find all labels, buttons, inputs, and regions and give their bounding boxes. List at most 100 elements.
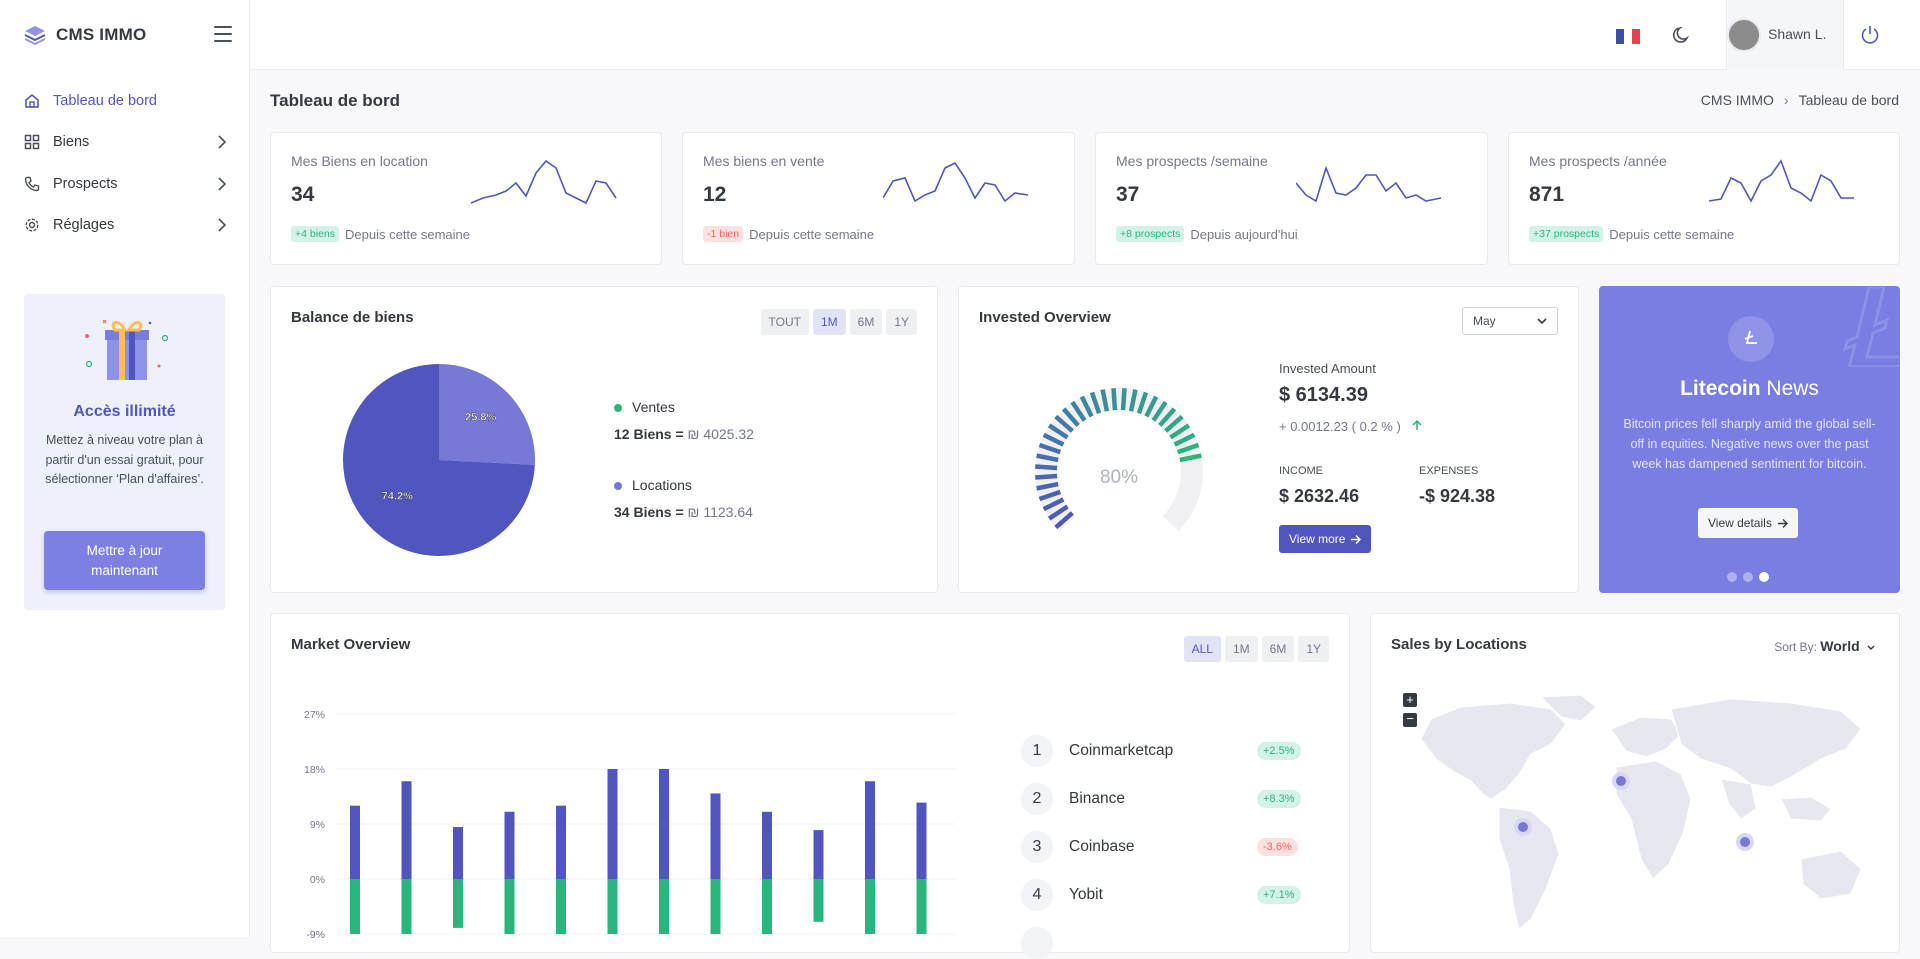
bar[interactable] (607, 769, 618, 879)
brand[interactable]: CMS IMMO (24, 22, 146, 48)
bar[interactable] (865, 781, 875, 879)
bar[interactable] (556, 805, 566, 879)
bar[interactable] (401, 781, 412, 879)
bar[interactable] (350, 805, 360, 879)
bar[interactable] (813, 879, 824, 922)
gift-icon (85, 319, 169, 380)
carousel-dot-active[interactable] (1759, 572, 1769, 582)
stat-value: 34 (291, 183, 315, 206)
legend-count: 34 Biens = (614, 504, 684, 520)
french-flag-icon[interactable] (1616, 29, 1640, 44)
bar[interactable] (916, 802, 927, 879)
gauge-tick (1158, 407, 1177, 427)
pie-slice[interactable] (439, 364, 535, 465)
sparkline-chart (883, 161, 1029, 203)
card-title: Balance de biens (291, 309, 414, 326)
month-select[interactable]: May (1462, 307, 1558, 335)
range-1y-button[interactable]: 1Y (886, 309, 917, 335)
bar[interactable] (710, 879, 721, 934)
bar[interactable] (401, 879, 412, 934)
range-6m-button[interactable]: 6M (1261, 636, 1295, 662)
menu-toggle-icon[interactable] (214, 26, 232, 42)
range-6m-button[interactable]: 6M (849, 309, 883, 335)
avatar (1727, 18, 1761, 52)
bar[interactable] (453, 879, 463, 928)
ranking-item[interactable]: 3 Coinbase -3.6% (1021, 831, 1298, 863)
range-tout-button[interactable]: TOUT (760, 309, 809, 335)
stat-value: 871 (1529, 183, 1565, 206)
view-details-button[interactable]: View details (1698, 508, 1798, 538)
view-more-button[interactable]: View more (1279, 525, 1372, 553)
legend-locations-detail: 34 Biens = ₪ 1123.64 (614, 504, 753, 520)
pie-slice[interactable] (343, 364, 535, 556)
bar[interactable] (504, 879, 515, 934)
sales-card: Sales by Locations Sort By: World + − (1370, 613, 1900, 953)
ranking-item[interactable]: 2 Binance +8.3% (1021, 783, 1301, 815)
bar[interactable] (659, 879, 669, 934)
sidebar-item-biens[interactable]: Biens (0, 126, 250, 158)
gauge-tick (1169, 423, 1191, 440)
upgrade-button[interactable]: Mettre à jour maintenant (44, 531, 205, 590)
bar[interactable] (865, 879, 875, 934)
invested-card: Invested Overview May 80% Invested Amoun… (958, 286, 1579, 593)
ranking-item[interactable] (1021, 927, 1053, 959)
sidebar-item-label: Biens (53, 134, 90, 150)
gauge-tick (1176, 442, 1200, 455)
stat-label: Mes prospects /semaine (1116, 153, 1268, 169)
legend-name: Ventes (632, 399, 675, 415)
range-1y-button[interactable]: 1Y (1298, 636, 1329, 662)
bar[interactable] (350, 879, 360, 934)
bar[interactable] (813, 830, 824, 879)
breadcrumb-current: Tableau de bord (1798, 92, 1899, 108)
month-select-value: May (1473, 314, 1496, 328)
user-dropdown[interactable] (1726, 0, 1844, 70)
range-all-button[interactable]: ALL (1183, 636, 1221, 662)
carousel-dot[interactable] (1727, 572, 1737, 582)
sidebar-item-reglages[interactable]: Réglages (0, 209, 250, 241)
litecoin-watermark-icon (1842, 287, 1899, 367)
gauge-tick (1042, 432, 1065, 447)
gauge-tick (1079, 395, 1094, 418)
bar[interactable] (916, 879, 927, 934)
sidebar-item-tableau-de-bord[interactable]: Tableau de bord (0, 85, 250, 117)
gauge-tick (1070, 400, 1087, 422)
legend-dot (614, 404, 622, 412)
invested-amount-label: Invested Amount (1279, 361, 1376, 376)
bar[interactable] (710, 793, 721, 879)
carousel-dot[interactable] (1743, 572, 1753, 582)
bar[interactable] (659, 769, 669, 879)
zoom-in-icon[interactable]: + (1403, 693, 1417, 707)
zoom-out-icon[interactable]: − (1403, 712, 1417, 727)
grid-icon (24, 134, 40, 150)
bar[interactable] (762, 811, 772, 879)
legend-count: 12 Biens = (614, 426, 684, 442)
chevron-right-icon (218, 135, 226, 149)
range-1m-button[interactable]: 1M (1224, 636, 1258, 662)
ranking-item[interactable]: 4 Yobit +7.1% (1021, 879, 1301, 911)
expenses-label: EXPENSES (1419, 465, 1479, 477)
phone-icon (24, 176, 40, 192)
power-icon[interactable] (1860, 24, 1880, 46)
bar[interactable] (762, 879, 772, 934)
moon-icon[interactable] (1672, 25, 1692, 45)
bar[interactable] (504, 811, 515, 879)
market-bar-chart: 27% 18% 9% 0% -9% (304, 709, 955, 941)
gauge-tick (1061, 407, 1080, 427)
range-1m-button[interactable]: 1M (812, 309, 846, 335)
gauge-tick (1089, 391, 1102, 415)
sort-dropdown[interactable]: Sort By: World (1774, 638, 1875, 654)
bar[interactable] (453, 827, 463, 879)
sparkline-chart (1296, 165, 1442, 203)
pie-data-label: 74.2% (382, 491, 413, 503)
gauge-tick (1054, 511, 1074, 530)
bar[interactable] (607, 879, 618, 934)
income-label: INCOME (1279, 465, 1323, 477)
chevron-right-icon (218, 177, 226, 191)
sidebar-item-prospects[interactable]: Prospects (0, 168, 250, 200)
breadcrumb-link[interactable]: CMS IMMO (1700, 92, 1774, 108)
sparkline-chart (471, 159, 617, 205)
stat-period: Depuis cette semaine (345, 226, 471, 242)
bar[interactable] (556, 879, 566, 934)
ranking-item[interactable]: 1 Coinmarketcap +2.5% (1021, 735, 1301, 767)
stat-card: Mes Biens en location 34 +4 biens Depuis… (270, 132, 662, 265)
